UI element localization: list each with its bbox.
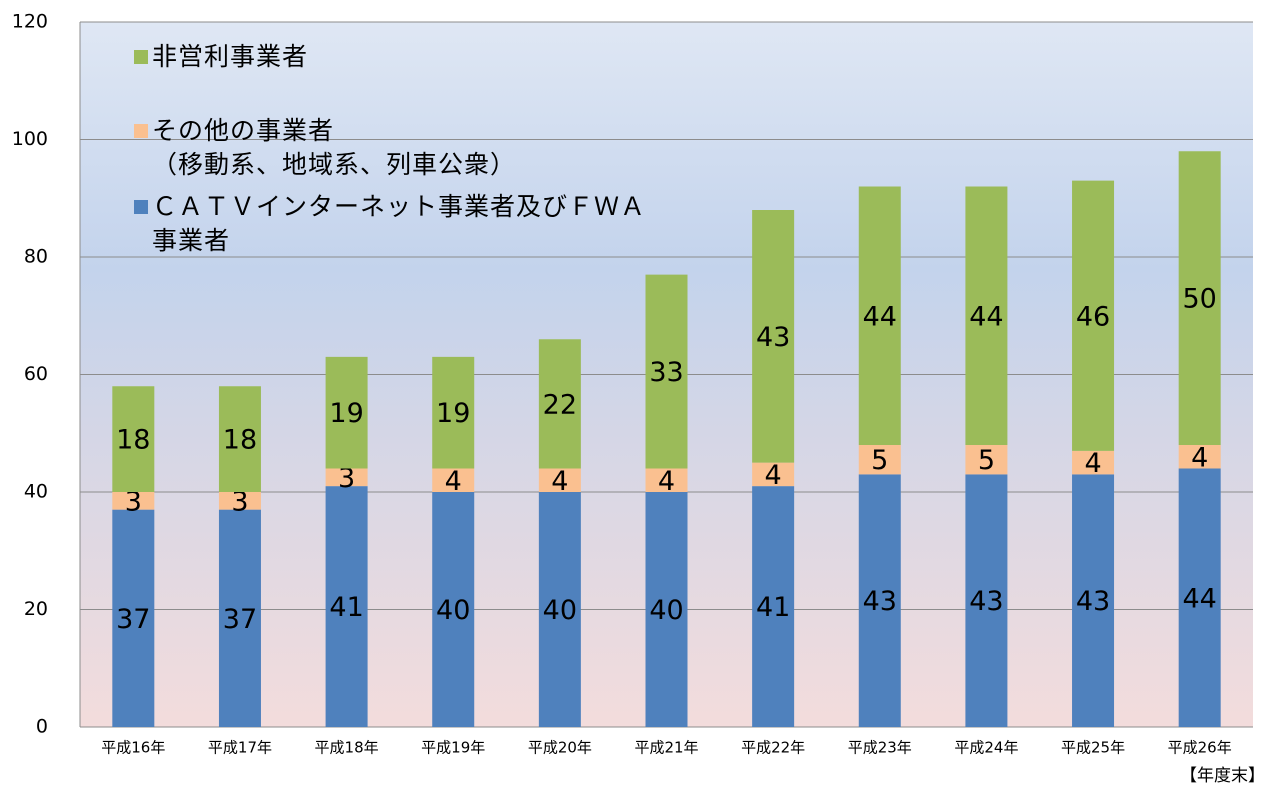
x-tick-label: 平成21年	[634, 739, 698, 757]
data-label: 19	[329, 398, 363, 429]
bar-segment	[325, 468, 368, 487]
data-label: 50	[1183, 284, 1217, 315]
x-tick-label: 平成22年	[741, 739, 805, 757]
data-label: 4	[765, 460, 782, 491]
y-tick-label: 60	[24, 363, 48, 385]
data-label: 41	[329, 592, 363, 623]
bar-segment	[538, 492, 581, 727]
data-label: 5	[978, 445, 995, 476]
bar-segment	[432, 468, 475, 492]
data-label: 4	[1191, 442, 1208, 473]
data-label: 3	[231, 486, 248, 517]
legend-swatch	[134, 200, 148, 214]
bar-segment	[752, 210, 795, 463]
legend-label: ＣＡＴＶインターネット事業者及びＦＷＡ 事業者	[152, 192, 647, 255]
data-label: 40	[649, 595, 683, 626]
bar-segment	[1072, 180, 1115, 451]
data-label: 4	[1084, 448, 1101, 479]
data-label: 37	[223, 604, 257, 635]
data-label: 40	[543, 595, 577, 626]
bar-segment	[1178, 468, 1221, 727]
bar-segment	[645, 468, 688, 492]
data-label: 43	[1076, 586, 1110, 617]
data-label: 4	[658, 466, 675, 497]
x-tick-label: 平成25年	[1061, 739, 1125, 757]
data-label: 43	[969, 586, 1003, 617]
data-label: 41	[756, 592, 790, 623]
x-tick-label: 平成24年	[954, 739, 1018, 757]
y-tick-label: 20	[24, 598, 48, 620]
data-label: 40	[436, 595, 470, 626]
data-label: 22	[543, 389, 577, 420]
bar-segment	[218, 386, 261, 492]
legend-swatch	[134, 50, 148, 64]
bar-segment	[965, 186, 1008, 445]
data-label: 4	[445, 466, 462, 497]
y-tick-label: 0	[36, 716, 48, 738]
bar-segment	[1178, 151, 1221, 445]
data-label: 4	[551, 466, 568, 497]
bar-segment	[645, 492, 688, 727]
bar-segment	[538, 468, 581, 492]
bar-segment	[752, 462, 795, 487]
bar-segment	[1072, 474, 1115, 727]
bar-segment	[112, 386, 155, 492]
x-tick-label: 平成26年	[1168, 739, 1232, 757]
bar-segment	[965, 474, 1008, 727]
data-label: 33	[649, 357, 683, 388]
bar-segment	[858, 445, 901, 475]
bar-segment	[1072, 450, 1115, 475]
x-tick-label: 平成23年	[848, 739, 912, 757]
bar-segment	[112, 509, 155, 727]
x-tick-label: 平成18年	[315, 739, 379, 757]
bar-segment	[1178, 445, 1221, 469]
bar-segment	[432, 356, 475, 469]
data-label: 5	[871, 445, 888, 476]
bar-segment	[432, 492, 475, 727]
bar-segment	[218, 509, 261, 727]
legend-label: 非営利事業者	[152, 42, 309, 71]
bar-segment	[645, 274, 688, 469]
bar-segment	[965, 445, 1008, 475]
x-axis-label: 【年度末】	[1180, 766, 1265, 786]
bar-segment	[752, 486, 795, 727]
data-label: 3	[338, 463, 355, 494]
data-label: 18	[116, 425, 150, 456]
bar-segment	[112, 492, 155, 510]
data-label: 44	[1183, 583, 1217, 614]
x-tick-label: 平成19年	[421, 739, 485, 757]
data-label: 44	[863, 301, 897, 332]
legend-label: その他の事業者 （移動系、地域系、列車公衆）	[152, 116, 517, 179]
data-label: 43	[863, 586, 897, 617]
data-label: 43	[756, 322, 790, 353]
data-label: 37	[116, 604, 150, 635]
bar-segment	[218, 492, 261, 510]
x-tick-label: 平成20年	[528, 739, 592, 757]
y-tick-label: 120	[12, 11, 48, 33]
data-label: 44	[969, 301, 1003, 332]
y-tick-label: 80	[24, 246, 48, 268]
x-tick-label: 平成17年	[208, 739, 272, 757]
data-label: 19	[436, 398, 470, 429]
bar-segment	[325, 356, 368, 469]
y-tick-label: 100	[12, 128, 48, 150]
bar-segment	[538, 339, 581, 469]
x-tick-label: 平成16年	[101, 739, 165, 757]
bar-segment	[858, 186, 901, 445]
bar-segment	[325, 486, 368, 727]
data-label: 46	[1076, 301, 1110, 332]
legend-swatch	[134, 124, 148, 138]
data-label: 18	[223, 425, 257, 456]
data-label: 3	[125, 486, 142, 517]
bar-segment	[858, 474, 901, 727]
y-tick-label: 40	[24, 481, 48, 503]
